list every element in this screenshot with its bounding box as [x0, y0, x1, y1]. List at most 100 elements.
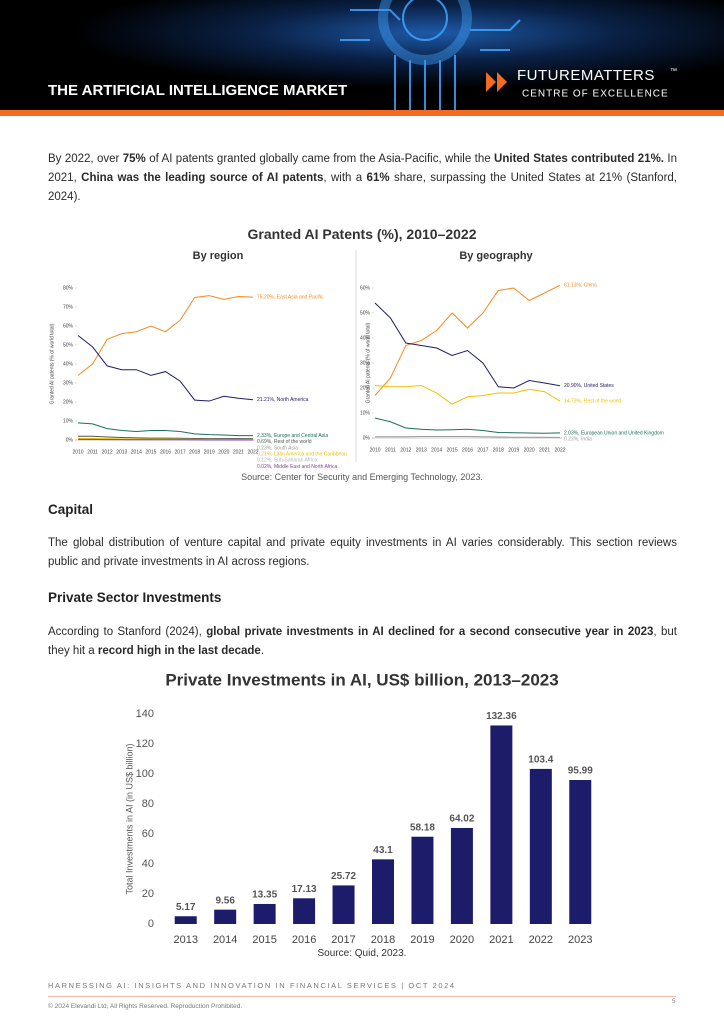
value-label: 13.35 [252, 890, 277, 901]
y-tick-label: 50% [63, 342, 74, 348]
x-tick-label: 2021 [233, 449, 244, 455]
y-tick-label: 40% [360, 335, 371, 341]
y-tick-label: 20% [63, 399, 74, 405]
end-label: 61.13%, China [564, 283, 597, 289]
capital-paragraph: The global distribution of venture capit… [48, 537, 677, 568]
footer-rule [48, 996, 676, 997]
x-tick-label: 2013 [416, 447, 427, 453]
text-run: In 2021, [48, 153, 677, 184]
copyright: © 2024 Elevandi Ltd, All Rights Reserved… [48, 1003, 243, 1010]
text-bold: global private investments in AI decline… [206, 626, 654, 638]
end-label: 75.20%, East Asia and Pacific [257, 294, 324, 300]
end-label: 2.33%, Europe and Central Asia [257, 433, 328, 439]
series-line [374, 384, 561, 405]
x-tick-label: 2014 [131, 449, 142, 455]
x-tick-label: 2015 [252, 934, 276, 946]
x-tick-label: 2018 [371, 934, 395, 946]
value-label: 43.1 [373, 845, 393, 856]
y-tick-label: 140 [136, 708, 154, 720]
text-run: , but they hit a [48, 626, 677, 657]
page-number: 5 [672, 998, 676, 1005]
logo-sub: CENTRE OF EXCELLENCE [522, 89, 669, 100]
text-run: . [260, 645, 265, 657]
value-label: 103.4 [528, 755, 553, 766]
x-tick-label: 2012 [102, 449, 113, 455]
series-line [77, 335, 254, 402]
y-tick-label: 0% [363, 435, 371, 441]
logo-mark [486, 72, 507, 92]
value-label: 132.36 [486, 711, 517, 722]
end-label: 0.21%, Latin America and the Caribbean [257, 452, 347, 458]
x-tick-label: 2020 [524, 447, 535, 453]
bar [332, 885, 355, 924]
x-tick-label: 2022 [247, 449, 258, 455]
value-label: 64.02 [449, 814, 474, 825]
y-tick-label: 60 [142, 828, 154, 840]
value-label: 95.99 [568, 766, 593, 777]
x-tick-label: 2021 [489, 934, 513, 946]
y-tick-label: 80% [63, 285, 74, 291]
text-bold: 75% [122, 153, 146, 165]
y-tick-label: 80 [142, 798, 154, 810]
x-tick-label: 2010 [369, 447, 380, 453]
y-tick-label: 30% [63, 380, 74, 386]
y-tick-label: 0% [66, 437, 74, 443]
chart-title: By geography [459, 250, 533, 262]
x-tick-label: 2014 [431, 447, 442, 453]
series-line [78, 435, 254, 440]
x-tick-label: 2011 [385, 447, 396, 453]
x-tick-label: 2015 [447, 447, 458, 453]
y-tick-label: 120 [136, 738, 154, 750]
header-banner: THE ARTIFICIAL INTELLIGENCE MARKET FUTUR… [0, 0, 724, 116]
x-tick-label: 2018 [189, 449, 200, 455]
y-tick-label: 50% [360, 310, 371, 316]
x-tick-label: 2017 [331, 934, 355, 946]
investments-source: Source: Quid, 2023. [317, 948, 407, 959]
x-tick-label: 2023 [568, 934, 592, 946]
logo-name: FUTUREMATTERS [517, 67, 655, 84]
x-tick-label: 2018 [493, 447, 504, 453]
x-tick-label: 2021 [539, 447, 550, 453]
text-bold: China was the leading source of AI paten… [81, 172, 324, 184]
x-tick-label: 2013 [173, 934, 197, 946]
x-tick-label: 2022 [554, 447, 565, 453]
text-run: share, surpassing the United States at 2… [48, 172, 677, 203]
y-axis-label: Total Investments in AI (in US$ billion) [124, 743, 134, 894]
patents-source: Source: Center for Security and Emerging… [241, 472, 483, 482]
bar [569, 780, 592, 924]
series-line [374, 417, 561, 434]
end-label: 21.21%, North America [257, 397, 309, 403]
x-tick-label: 2012 [400, 447, 411, 453]
y-tick-label: 30% [360, 360, 371, 366]
x-tick-label: 2019 [410, 934, 434, 946]
y-axis-label: Granted AI patents (% of world total) [365, 322, 371, 403]
end-label: 20.90%, United States [564, 383, 614, 389]
x-tick-label: 2020 [450, 934, 474, 946]
bar [174, 916, 197, 924]
intro-paragraph: By 2022, over 75% of AI patents granted … [48, 150, 677, 207]
value-label: 5.17 [176, 902, 196, 913]
value-label: 58.18 [410, 822, 435, 833]
y-tick-label: 20% [360, 385, 371, 391]
x-tick-label: 2010 [72, 449, 83, 455]
end-label: 0.23%, South Asia [257, 445, 298, 451]
x-tick-label: 2016 [462, 447, 473, 453]
header-title: THE ARTIFICIAL INTELLIGENCE MARKET [48, 82, 347, 99]
bar [293, 898, 316, 924]
x-tick-label: 2016 [160, 449, 171, 455]
end-label: 0.69%, Rest of the world [257, 439, 312, 445]
value-label: 25.72 [331, 871, 356, 882]
y-tick-label: 40% [63, 361, 74, 367]
end-label: 0.23%, India [564, 436, 592, 442]
x-tick-label: 2017 [477, 447, 488, 453]
logo-tm: ™ [670, 68, 677, 75]
bar [490, 725, 513, 924]
series-line [77, 295, 254, 376]
y-axis-label: Granted AI patents (% of world total) [49, 323, 55, 404]
bar [372, 859, 394, 924]
x-tick-label: 2016 [292, 934, 316, 946]
text-bold: 61% [366, 172, 390, 184]
private-paragraph: According to Stanford (2024), global pri… [48, 623, 677, 661]
x-tick-label: 2014 [213, 934, 237, 946]
running-footer: HARNESSING AI: INSIGHTS AND INNOVATION I… [48, 981, 456, 990]
